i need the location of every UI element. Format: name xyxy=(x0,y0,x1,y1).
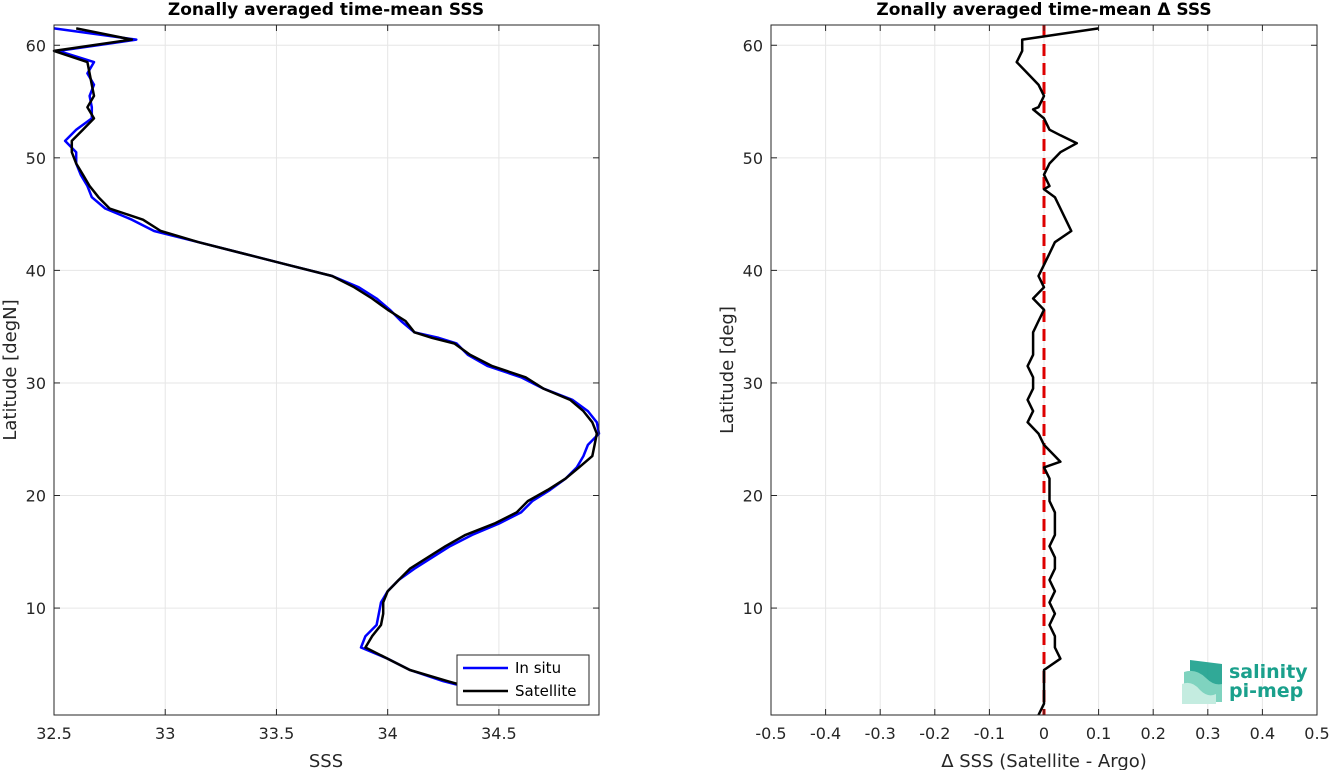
left-x-tick-label: 32.5 xyxy=(36,724,72,743)
left-y-tick-label: 20 xyxy=(26,487,46,506)
left-x-tick-label: 33.5 xyxy=(259,724,295,743)
left-x-tick-label: 34.5 xyxy=(481,724,517,743)
right-chart-title: Zonally averaged time-mean Δ SSS xyxy=(876,0,1211,20)
right-x-tick-label: -0.1 xyxy=(974,724,1005,743)
right-x-tick-label: -0.5 xyxy=(755,724,786,743)
left-grid xyxy=(53,25,599,715)
left-y-tick-label: 60 xyxy=(26,36,46,55)
legend-in-situ-label: In situ xyxy=(515,659,561,677)
left-y-tick-label: 40 xyxy=(26,261,46,280)
wave-logo-icon xyxy=(1182,660,1222,704)
right-x-tick-label: 0 xyxy=(1039,724,1049,743)
right-x-axis-label: Δ SSS (Satellite - Argo) xyxy=(941,751,1147,770)
left-y-axis-label: Latitude [degN] xyxy=(0,299,21,440)
left-chart-title: Zonally averaged time-mean SSS xyxy=(168,0,484,20)
right-x-tick-label: 0.4 xyxy=(1250,724,1275,743)
right-y-tick-label: 10 xyxy=(743,599,763,618)
left-series-group xyxy=(52,27,601,705)
right-y-tick-label: 20 xyxy=(743,487,763,506)
left-series-line-in-situ xyxy=(53,27,601,705)
left-y-tick-label: 50 xyxy=(26,149,46,168)
right-y-axis-label: Latitude [deg] xyxy=(717,306,738,434)
right-y-tick-label: 40 xyxy=(743,261,763,280)
legend: In situ Satellite xyxy=(456,654,590,706)
left-chart-panel: 32.5 33 33.5 34 34.5 10 20 30 40 50 60 Zonally av… xyxy=(0,0,601,770)
left-x-axis-label: SSS xyxy=(309,751,343,770)
right-series-group xyxy=(1015,27,1099,716)
right-x-tick-label: -0.3 xyxy=(865,724,896,743)
right-series-line-delta xyxy=(1015,27,1099,716)
right-y-tick-label: 30 xyxy=(743,374,763,393)
left-plot-frame xyxy=(53,24,600,716)
legend-satellite-label: Satellite xyxy=(515,682,576,700)
right-x-tick-label: 0.3 xyxy=(1195,724,1220,743)
left-y-ticks: 10 20 30 40 50 60 xyxy=(26,36,599,618)
right-x-tick-label: 0.5 xyxy=(1304,724,1329,743)
left-x-tick-label: 33 xyxy=(155,724,175,743)
right-x-tick-label: 0.1 xyxy=(1086,724,1111,743)
left-y-tick-label: 30 xyxy=(26,374,46,393)
right-x-tick-label: 0.2 xyxy=(1140,724,1165,743)
right-y-ticks: 10 20 30 40 50 60 xyxy=(743,36,1317,618)
right-x-ticks: -0.5 -0.4 -0.3 -0.2 -0.1 0 0.1 0.2 0.3 0.4 0.5 xyxy=(755,25,1330,743)
logo-line-2: pi-mep xyxy=(1229,680,1303,702)
left-x-ticks: 32.5 33 33.5 34 34.5 xyxy=(36,25,517,743)
left-series-line-satellite xyxy=(52,27,599,705)
left-x-tick-label: 34 xyxy=(377,724,397,743)
legend-box xyxy=(456,654,590,706)
right-chart-panel: -0.5 -0.4 -0.3 -0.2 -0.1 0 0.1 0.2 0.3 0.4 0.5 10 2… xyxy=(717,0,1330,770)
logo-line-1: salinity xyxy=(1229,661,1308,683)
salinity-pi-mep-logo: salinity pi-mep xyxy=(1182,660,1308,704)
right-y-tick-label: 60 xyxy=(743,36,763,55)
right-x-tick-label: -0.2 xyxy=(919,724,950,743)
right-x-tick-label: -0.4 xyxy=(810,724,841,743)
left-y-tick-label: 10 xyxy=(26,599,46,618)
right-y-tick-label: 50 xyxy=(743,149,763,168)
